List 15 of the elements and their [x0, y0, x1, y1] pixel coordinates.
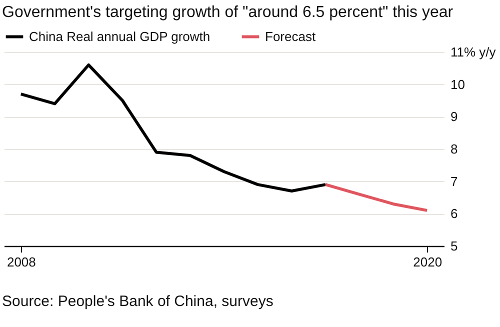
y-tick-label: 10: [450, 76, 465, 92]
legend-label: China Real annual GDP growth: [29, 28, 210, 44]
y-tick-label: 5: [450, 238, 458, 254]
y-tick-label: 11% y/y: [450, 44, 496, 60]
source-note: Source: People's Bank of China, surveys: [2, 293, 274, 310]
line-series: [19, 63, 328, 193]
x-tick-label: 2020: [413, 254, 442, 270]
line-series: [324, 183, 429, 212]
y-tick-label: 6: [450, 206, 458, 222]
legend-label: Forecast: [265, 28, 316, 44]
y-tick-label: 7: [450, 174, 458, 189]
x-tick-label: 2008: [6, 254, 36, 270]
chart-title: Government's targeting growth of "around 6.5 percent" this year: [2, 4, 454, 21]
y-tick-label: 8: [450, 142, 458, 156]
y-tick-label: 9: [450, 109, 458, 124]
